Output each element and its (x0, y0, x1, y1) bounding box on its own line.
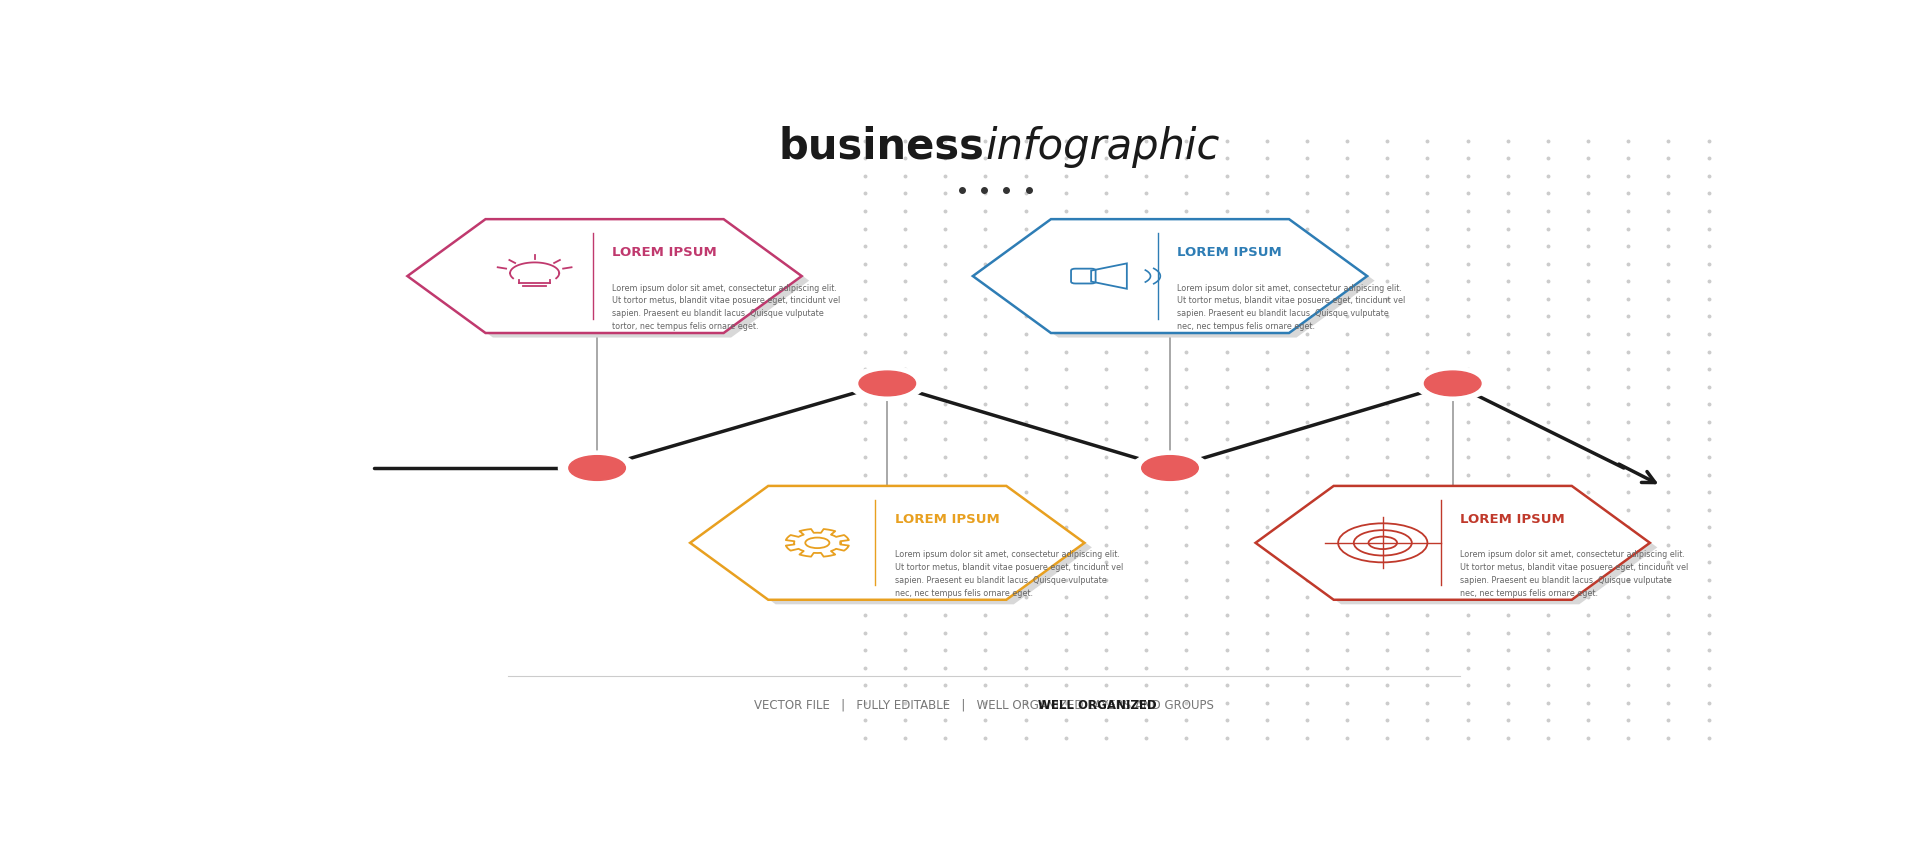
Text: business: business (778, 126, 983, 168)
Text: Lorem ipsum dolor sit amet, consectetur adipiscing elit.
Ut tortor metus, blandi: Lorem ipsum dolor sit amet, consectetur … (895, 549, 1123, 598)
Text: Lorem ipsum dolor sit amet, consectetur adipiscing elit.
Ut tortor metus, blandi: Lorem ipsum dolor sit amet, consectetur … (612, 284, 841, 331)
Polygon shape (407, 220, 803, 333)
Text: Lorem ipsum dolor sit amet, consectetur adipiscing elit.
Ut tortor metus, blandi: Lorem ipsum dolor sit amet, consectetur … (1177, 284, 1405, 331)
Text: VECTOR FILE   |   FULLY EDITABLE   |   WELL ORGANIZED LAYERS AND GROUPS: VECTOR FILE | FULLY EDITABLE | WELL ORGA… (755, 698, 1213, 711)
Circle shape (1413, 367, 1492, 401)
Circle shape (568, 456, 626, 481)
Circle shape (1425, 371, 1480, 397)
Polygon shape (415, 225, 808, 338)
Circle shape (1131, 452, 1210, 485)
Polygon shape (1256, 486, 1649, 600)
Text: LOREM IPSUM: LOREM IPSUM (1459, 512, 1565, 525)
Polygon shape (1263, 491, 1657, 604)
Circle shape (849, 367, 925, 401)
Text: infographic: infographic (985, 126, 1219, 168)
Polygon shape (785, 529, 849, 557)
Text: Lorem ipsum dolor sit amet, consectetur adipiscing elit.
Ut tortor metus, blandi: Lorem ipsum dolor sit amet, consectetur … (1459, 549, 1688, 598)
Circle shape (559, 452, 636, 485)
Polygon shape (973, 220, 1367, 333)
Circle shape (1142, 456, 1198, 481)
Text: LOREM IPSUM: LOREM IPSUM (612, 246, 716, 258)
Polygon shape (689, 486, 1085, 600)
Text: LOREM IPSUM: LOREM IPSUM (1177, 246, 1283, 258)
Text: LOREM IPSUM: LOREM IPSUM (895, 512, 1000, 525)
Polygon shape (697, 491, 1092, 604)
Text: WELL ORGANIZED: WELL ORGANIZED (810, 698, 1158, 711)
Circle shape (858, 371, 916, 397)
Circle shape (804, 538, 829, 549)
Polygon shape (981, 225, 1375, 338)
